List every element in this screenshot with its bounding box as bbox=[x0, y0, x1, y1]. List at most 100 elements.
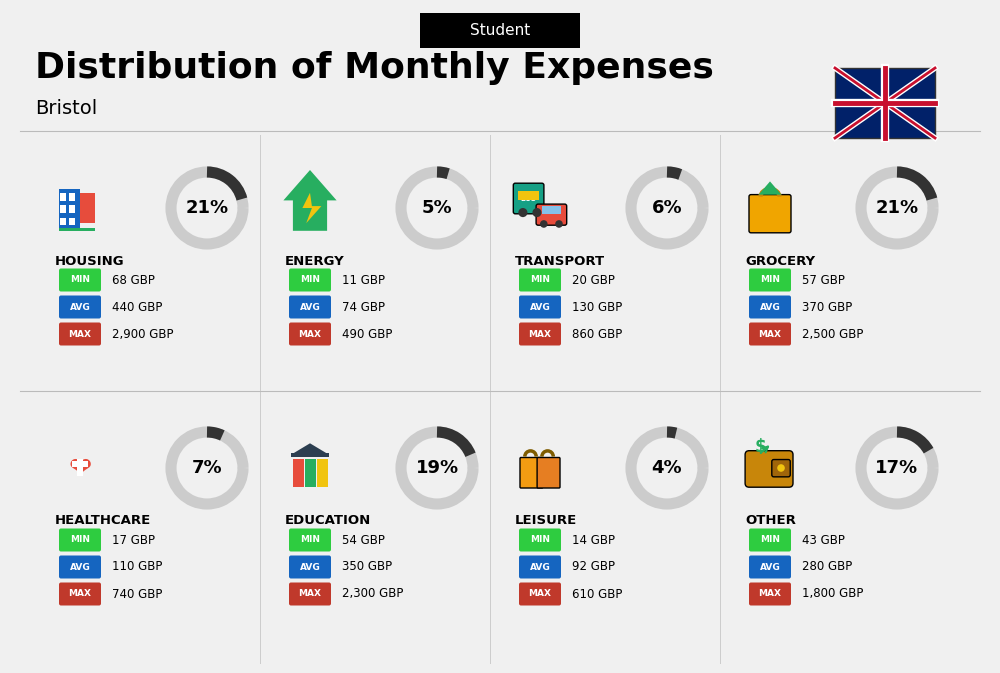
FancyBboxPatch shape bbox=[513, 183, 544, 214]
Bar bbox=[542, 206, 561, 214]
Bar bbox=[72, 461, 88, 467]
FancyBboxPatch shape bbox=[536, 204, 567, 225]
Text: 740 GBP: 740 GBP bbox=[112, 588, 162, 600]
FancyBboxPatch shape bbox=[749, 528, 791, 551]
Text: 370 GBP: 370 GBP bbox=[802, 301, 852, 314]
FancyBboxPatch shape bbox=[59, 555, 101, 579]
FancyBboxPatch shape bbox=[749, 555, 791, 579]
FancyBboxPatch shape bbox=[289, 269, 331, 291]
Text: 610 GBP: 610 GBP bbox=[572, 588, 622, 600]
Text: 92 GBP: 92 GBP bbox=[572, 561, 615, 573]
FancyBboxPatch shape bbox=[749, 269, 791, 291]
Bar bbox=[69, 217, 75, 225]
Text: BUS: BUS bbox=[521, 195, 537, 201]
FancyBboxPatch shape bbox=[289, 583, 331, 606]
Circle shape bbox=[777, 464, 785, 472]
Text: 7%: 7% bbox=[192, 459, 222, 477]
Text: 490 GBP: 490 GBP bbox=[342, 328, 392, 341]
FancyBboxPatch shape bbox=[835, 68, 935, 138]
FancyBboxPatch shape bbox=[59, 269, 101, 291]
Bar bbox=[293, 458, 304, 487]
Circle shape bbox=[532, 208, 542, 217]
FancyBboxPatch shape bbox=[519, 269, 561, 291]
Text: 1,800 GBP: 1,800 GBP bbox=[802, 588, 863, 600]
Bar bbox=[77, 458, 83, 476]
Polygon shape bbox=[291, 444, 329, 455]
FancyBboxPatch shape bbox=[289, 555, 331, 579]
Text: AVG: AVG bbox=[760, 563, 780, 571]
Text: 280 GBP: 280 GBP bbox=[802, 561, 852, 573]
Text: MIN: MIN bbox=[530, 536, 550, 544]
Bar bbox=[317, 458, 328, 487]
Bar bbox=[305, 458, 316, 487]
FancyBboxPatch shape bbox=[59, 295, 101, 318]
FancyBboxPatch shape bbox=[289, 295, 331, 318]
Bar bbox=[60, 217, 66, 225]
Text: MIN: MIN bbox=[760, 536, 780, 544]
FancyBboxPatch shape bbox=[420, 13, 580, 48]
Text: 2,500 GBP: 2,500 GBP bbox=[802, 328, 863, 341]
Text: 17 GBP: 17 GBP bbox=[112, 534, 155, 546]
Text: MIN: MIN bbox=[760, 275, 780, 285]
Text: 2,900 GBP: 2,900 GBP bbox=[112, 328, 174, 341]
FancyBboxPatch shape bbox=[519, 528, 561, 551]
FancyBboxPatch shape bbox=[749, 583, 791, 606]
Text: Student: Student bbox=[470, 23, 530, 38]
Text: AVG: AVG bbox=[70, 302, 90, 312]
Text: 21%: 21% bbox=[875, 199, 919, 217]
Text: 21%: 21% bbox=[185, 199, 229, 217]
FancyBboxPatch shape bbox=[289, 528, 331, 551]
FancyBboxPatch shape bbox=[537, 458, 560, 488]
Text: HEALTHCARE: HEALTHCARE bbox=[55, 514, 151, 528]
Text: 14 GBP: 14 GBP bbox=[572, 534, 615, 546]
FancyBboxPatch shape bbox=[289, 322, 331, 345]
Text: 6%: 6% bbox=[652, 199, 682, 217]
Text: MAX: MAX bbox=[758, 330, 781, 339]
Text: Distribution of Monthly Expenses: Distribution of Monthly Expenses bbox=[35, 51, 714, 85]
Circle shape bbox=[518, 208, 527, 217]
Text: MIN: MIN bbox=[300, 536, 320, 544]
Text: 2,300 GBP: 2,300 GBP bbox=[342, 588, 403, 600]
Bar bbox=[80, 192, 95, 223]
Bar bbox=[291, 453, 329, 458]
Polygon shape bbox=[302, 192, 321, 223]
Polygon shape bbox=[759, 182, 781, 194]
Text: 68 GBP: 68 GBP bbox=[112, 273, 155, 287]
Bar bbox=[60, 205, 66, 213]
Text: ❤: ❤ bbox=[68, 454, 92, 482]
Text: MIN: MIN bbox=[70, 536, 90, 544]
FancyBboxPatch shape bbox=[745, 451, 793, 487]
Text: AVG: AVG bbox=[760, 302, 780, 312]
Text: 860 GBP: 860 GBP bbox=[572, 328, 622, 341]
FancyBboxPatch shape bbox=[749, 194, 791, 233]
Text: AVG: AVG bbox=[70, 563, 90, 571]
Text: GROCERY: GROCERY bbox=[745, 254, 815, 267]
Text: MAX: MAX bbox=[68, 330, 92, 339]
Text: MAX: MAX bbox=[298, 590, 322, 598]
Text: MIN: MIN bbox=[300, 275, 320, 285]
Bar bbox=[59, 189, 80, 231]
Text: HOUSING: HOUSING bbox=[55, 254, 125, 267]
Text: 440 GBP: 440 GBP bbox=[112, 301, 162, 314]
FancyBboxPatch shape bbox=[519, 295, 561, 318]
FancyBboxPatch shape bbox=[749, 322, 791, 345]
Bar bbox=[69, 193, 75, 201]
Text: 19%: 19% bbox=[415, 459, 459, 477]
Text: 17%: 17% bbox=[875, 459, 919, 477]
Text: 350 GBP: 350 GBP bbox=[342, 561, 392, 573]
Text: LEISURE: LEISURE bbox=[515, 514, 577, 528]
Text: 43 GBP: 43 GBP bbox=[802, 534, 845, 546]
FancyBboxPatch shape bbox=[519, 555, 561, 579]
FancyBboxPatch shape bbox=[519, 583, 561, 606]
Bar bbox=[60, 193, 66, 201]
Text: OTHER: OTHER bbox=[745, 514, 796, 528]
Text: MAX: MAX bbox=[758, 590, 781, 598]
Text: 74 GBP: 74 GBP bbox=[342, 301, 385, 314]
Text: 130 GBP: 130 GBP bbox=[572, 301, 622, 314]
Text: MAX: MAX bbox=[528, 590, 552, 598]
FancyBboxPatch shape bbox=[519, 322, 561, 345]
Text: MIN: MIN bbox=[70, 275, 90, 285]
Text: AVG: AVG bbox=[300, 563, 320, 571]
Text: EDUCATION: EDUCATION bbox=[285, 514, 371, 528]
Text: AVG: AVG bbox=[530, 302, 550, 312]
